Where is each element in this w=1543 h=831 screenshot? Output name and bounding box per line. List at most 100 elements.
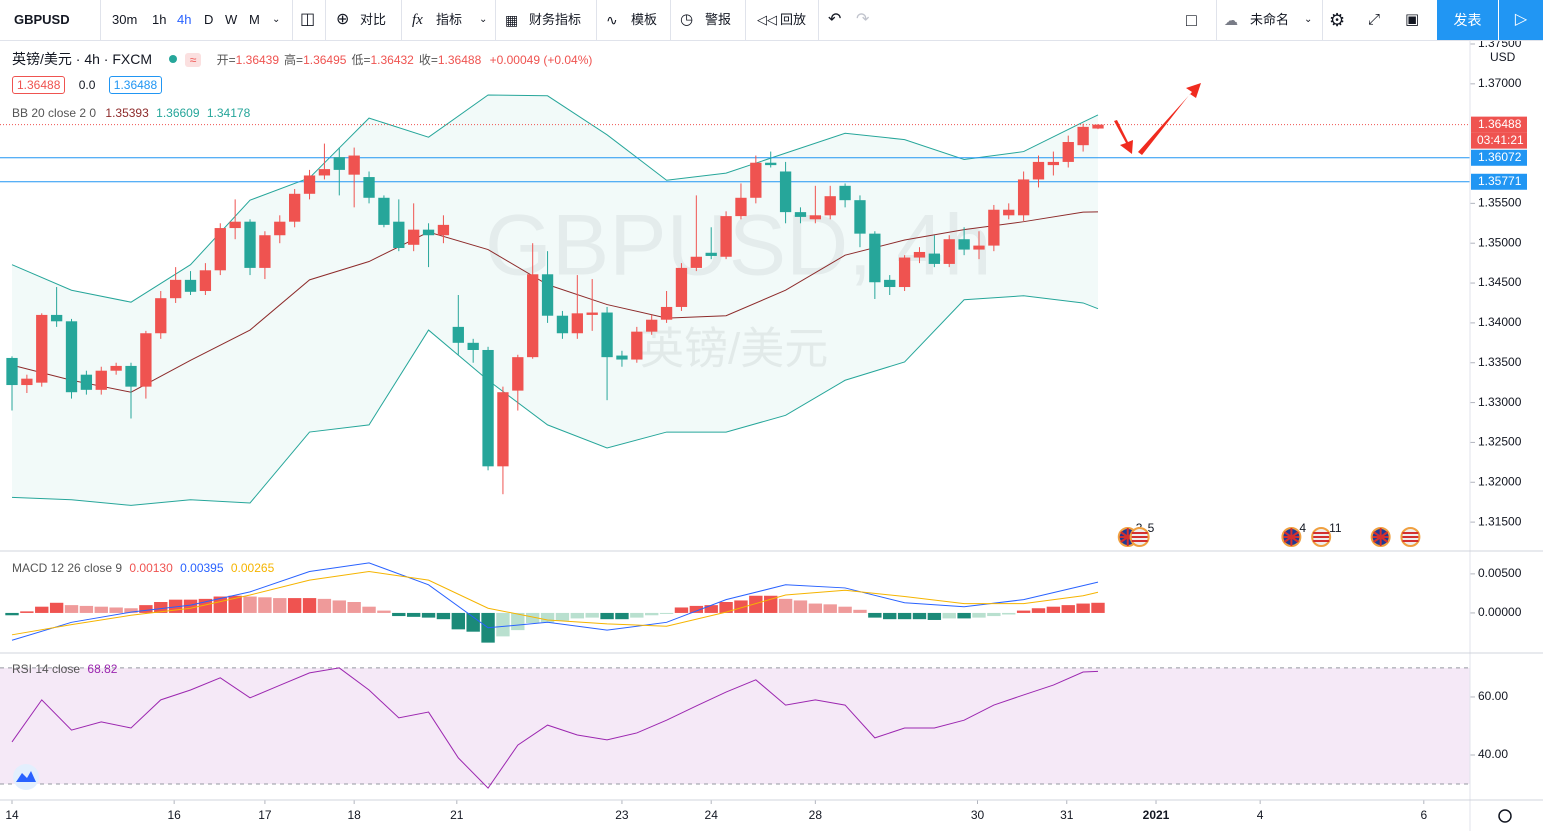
compare-icon[interactable]: ⊕	[336, 11, 350, 28]
macd-histogram	[94, 606, 108, 613]
countdown-bg	[1471, 132, 1527, 149]
macd-line	[11, 562, 1099, 641]
candle-body	[452, 326, 464, 343]
candle-body	[765, 162, 777, 166]
compare-button[interactable]: 对比	[360, 12, 387, 27]
annotation-arrow	[1114, 120, 1133, 154]
chart-type-icon[interactable]: ◫	[300, 11, 316, 28]
event-flag-stripe	[1402, 532, 1419, 542]
ask[interactable]: 1.36488	[108, 76, 163, 94]
macd-histogram	[659, 612, 674, 614]
candle-body	[422, 229, 435, 236]
separator	[325, 0, 326, 40]
layout-name[interactable]: 未命名	[1250, 12, 1290, 27]
event-flag-stripe	[1313, 532, 1330, 542]
logo-mark	[16, 771, 36, 782]
separator	[670, 0, 671, 40]
template-icon[interactable]: ∿	[606, 12, 618, 28]
stream-button[interactable]: ▷	[1499, 0, 1543, 40]
ohlc: 开=1.36439 高=1.36495 低=1.36432 收=1.36488	[217, 53, 487, 67]
candle-body	[884, 279, 896, 288]
dropdown[interactable]: ⌄	[272, 14, 281, 25]
candle-body	[779, 171, 792, 213]
separator	[401, 0, 402, 40]
interval[interactable]: 30m	[112, 12, 138, 27]
alert-icon[interactable]: ◷	[680, 11, 694, 28]
interval[interactable]: D	[204, 12, 214, 27]
candle-body	[21, 378, 33, 386]
bb-lower-value: 1.34178	[206, 106, 251, 120]
dropdown[interactable]: ⌄	[1304, 14, 1313, 25]
cloud-icon[interactable]: ☁	[1224, 12, 1238, 28]
macd-histogram	[600, 612, 614, 620]
dropdown[interactable]: ⌄	[479, 14, 488, 25]
candle-body	[140, 333, 152, 387]
x-tick-label: 21	[450, 808, 464, 822]
replay-icon[interactable]: ◁◁	[757, 12, 777, 27]
macd-histogram	[615, 612, 629, 620]
candle-body	[898, 257, 911, 288]
indicator-name: RSI 14 close	[12, 662, 81, 676]
bid[interactable]: 1.36488	[12, 76, 66, 94]
candle-body	[363, 177, 375, 198]
financials-button[interactable]: 财务指标	[529, 12, 582, 27]
macd-histogram	[868, 612, 882, 618]
candle-body	[512, 357, 524, 391]
candle-body	[125, 365, 137, 387]
layout-icon[interactable]: □	[1186, 10, 1197, 30]
candle-body	[1077, 126, 1089, 146]
separator	[495, 0, 496, 40]
publish-button[interactable]: 发表	[1437, 0, 1498, 40]
candle-body	[720, 216, 732, 257]
snapshot-icon[interactable]: ▣	[1405, 11, 1420, 28]
interval[interactable]: M	[249, 12, 260, 27]
interval[interactable]: 4h	[177, 12, 192, 27]
redo[interactable]: ↷	[856, 11, 870, 28]
settings-icon[interactable]: ⚙	[1329, 10, 1346, 30]
interval[interactable]: W	[225, 12, 238, 27]
toolbar: GBPUSD 30m 1h 4h D W M ⌄ ◫ ⊕ 对比 fx 指标 ⌄ …	[0, 0, 1543, 41]
event-count: 4	[1299, 521, 1306, 535]
candle-body	[393, 221, 405, 248]
undo[interactable]: ↶	[828, 11, 842, 28]
candle-body	[1062, 142, 1074, 162]
legend-title: 英镑/美元 · 4h · FXCM	[12, 51, 153, 67]
replay-button[interactable]: 回放	[780, 12, 807, 27]
ohlc-value: 1.36495	[303, 53, 347, 67]
rsi-value: 68.82	[87, 662, 118, 676]
indicator-icon[interactable]: fx	[412, 12, 423, 28]
symbol[interactable]: GBPUSD	[14, 12, 70, 27]
candle-body	[928, 253, 941, 264]
rsi-legend: RSI 14 close 68.82	[12, 662, 117, 676]
candle-body	[244, 221, 256, 268]
macd-histogram	[1046, 606, 1061, 613]
macd-histogram	[897, 612, 912, 620]
candle-body	[482, 349, 494, 467]
macd-histogram	[630, 612, 644, 618]
event-flag-stripe	[1131, 532, 1148, 542]
fullscreen-icon[interactable]: ⤢	[1368, 11, 1381, 28]
indicator-button[interactable]: 指标	[436, 12, 463, 27]
macd-histogram	[436, 612, 451, 620]
annotation-arrow	[1138, 83, 1201, 155]
macd-histogram	[466, 612, 480, 632]
candle-body	[229, 221, 241, 229]
interval[interactable]: 1h	[152, 12, 167, 27]
candle-body	[824, 196, 836, 216]
candle-body	[571, 313, 583, 334]
settings-icon[interactable]	[1498, 809, 1512, 823]
macd-histogram	[1091, 602, 1105, 613]
x-tick-label: 16	[167, 808, 181, 822]
candle-body	[467, 342, 479, 350]
candle-body	[1032, 161, 1045, 180]
price-tag-label: 1.36072	[1478, 150, 1522, 164]
separator	[100, 0, 101, 40]
y-tick-label: 40.00	[1478, 747, 1508, 761]
bb-upper	[11, 94, 1099, 303]
candle-body	[690, 256, 702, 268]
template-button[interactable]: 模板	[631, 12, 658, 27]
candle-body	[333, 157, 345, 170]
financials-icon[interactable]: ▦	[505, 12, 519, 28]
alert-button[interactable]: 警报	[705, 12, 732, 27]
